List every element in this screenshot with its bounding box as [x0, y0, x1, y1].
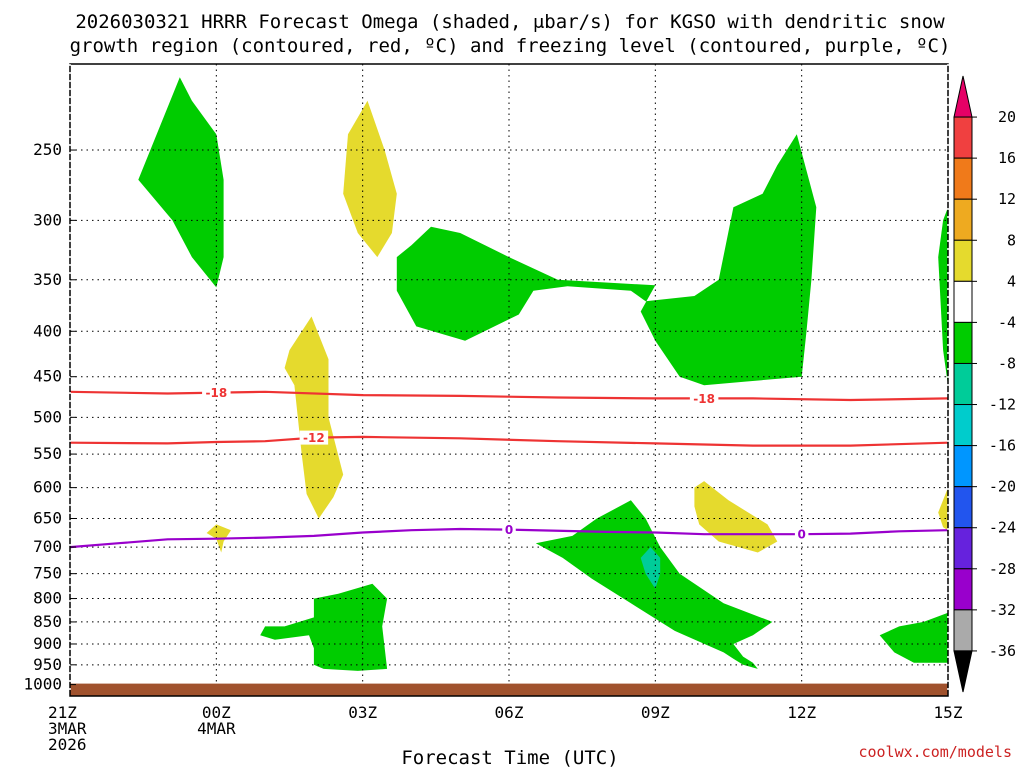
colorbar-segment-8 — [953, 404, 973, 447]
terrain-fill — [70, 683, 948, 696]
chart-title-line2: growth region (contoured, red, ºC) and f… — [70, 35, 951, 57]
y-tick-550: 550 — [33, 444, 62, 463]
contour--12 — [69, 435, 949, 447]
x-tick-3-line1: 4MAR — [197, 719, 236, 738]
contour-label-0: 0 — [505, 523, 513, 537]
colorbar-tick-label: -12 — [989, 396, 1016, 414]
chart-title-line1: 2026030321 HRRR Forecast Omega (shaded, … — [75, 11, 945, 33]
colorbar-tick-label: -8 — [998, 354, 1016, 372]
colorbar-segment-0 — [953, 75, 973, 118]
colorbar-tick-label: -24 — [989, 519, 1016, 537]
y-tick-1000: 1000 — [23, 675, 62, 694]
x-axis-label: Forecast Time (UTC) — [401, 747, 618, 768]
omega-region-10 — [938, 487, 948, 531]
colorbar-segment-6 — [953, 321, 973, 364]
y-tick-500: 500 — [33, 407, 62, 426]
contour-label-bg — [502, 522, 516, 537]
colorbar-tick-label: -20 — [989, 478, 1016, 496]
colorbar: 20 16 12 8 4 -4 -8 -12 -16 -20 -24 -28 -32 -36 — [953, 75, 1016, 693]
y-tick-300: 300 — [33, 210, 62, 229]
colorbar-tick-label: -16 — [989, 437, 1016, 455]
x-tick-9-line0: 06Z — [495, 703, 524, 722]
omega-region-6 — [343, 100, 397, 258]
colorbar-segment-10 — [953, 486, 973, 529]
colorbar-tick-label: 12 — [998, 190, 1016, 208]
y-tick-700: 700 — [33, 537, 62, 556]
x-tick-15-line0: 12Z — [787, 703, 816, 722]
y-tick-600: 600 — [33, 478, 62, 497]
omega-region-4 — [879, 612, 948, 663]
y-tick-950: 950 — [33, 655, 62, 674]
colorbar-segment-4 — [953, 239, 973, 282]
y-tick-250: 250 — [33, 140, 62, 159]
x-tick-6-line0: 03Z — [348, 703, 377, 722]
gridlines — [70, 64, 948, 696]
contour-label--18: -18 — [205, 386, 227, 400]
y-tick-450: 450 — [33, 367, 62, 386]
y-tick-350: 350 — [33, 270, 62, 289]
colorbar-segment-12 — [953, 568, 973, 611]
omega-region-9 — [694, 481, 778, 553]
colorbar-segment-7 — [953, 362, 973, 406]
omega-region-5 — [938, 207, 948, 386]
colorbar-segment-11 — [953, 527, 973, 570]
colorbar-tick-label: 20 — [998, 108, 1016, 126]
omega-shading — [138, 77, 948, 671]
omega-region-3 — [260, 583, 388, 671]
contour-label-bg — [202, 385, 231, 400]
x-tick-18-line0: 15Z — [934, 703, 963, 722]
colorbar-segment-9 — [953, 445, 973, 488]
contour-label-bg — [794, 527, 809, 542]
colorbar-tick-label: -36 — [989, 642, 1016, 660]
colorbar-tick-label: 16 — [998, 149, 1016, 167]
colorbar-tick-label: -28 — [989, 560, 1016, 578]
colorbar-segment-5 — [953, 280, 973, 323]
colorbar-tick-label: 4 — [1007, 272, 1016, 290]
omega-region-0 — [138, 77, 224, 288]
omega-region-11 — [640, 547, 661, 589]
contour-label-bg — [689, 391, 719, 406]
y-tick-800: 800 — [33, 589, 62, 608]
contour-label-0: 0 — [797, 528, 805, 542]
contour-0 — [69, 527, 949, 549]
colorbar-segment-13 — [953, 609, 973, 652]
omega-region-1 — [396, 134, 817, 386]
colorbar-segment-14 — [953, 650, 973, 693]
y-tick-650: 650 — [33, 508, 62, 527]
y-tick-850: 850 — [33, 612, 62, 631]
credit-text: coolwx.com/models — [858, 743, 1012, 761]
x-tick-0-line2: 2026 — [48, 735, 87, 754]
x-tick-3-line0: 00Z — [202, 703, 231, 722]
plot-frame — [69, 63, 949, 697]
contour-label--18: -18 — [693, 392, 715, 406]
colorbar-tick-label: 8 — [1007, 231, 1016, 249]
omega-region-7 — [284, 316, 344, 519]
x-tick-12-line0: 09Z — [641, 703, 670, 722]
y-tick-750: 750 — [33, 564, 62, 583]
colorbar-tick-label: -4 — [998, 313, 1016, 331]
y-axis-tick-labels: 250 300 350 400 450 500 550 600 650 700 750 800 850 9… — [23, 140, 76, 694]
y-tick-900: 900 — [33, 634, 62, 653]
x-tick-0-line0: 21Z — [48, 703, 77, 722]
y-tick-400: 400 — [33, 321, 62, 340]
contour-label--12: -12 — [303, 431, 325, 445]
contour-label-bg — [299, 430, 329, 445]
plot-area: -18 -18 -12 0 0 — [69, 63, 949, 697]
colorbar-tick-label: -32 — [989, 601, 1016, 619]
colorbar-segment-1 — [953, 116, 973, 159]
colorbar-segment-2 — [953, 157, 973, 200]
colorbar-segment-3 — [953, 198, 973, 241]
x-tick-0-line1: 3MAR — [48, 719, 87, 738]
contour--18 — [69, 390, 949, 402]
temperature-contours: -18 -18 -12 0 0 — [69, 385, 949, 549]
